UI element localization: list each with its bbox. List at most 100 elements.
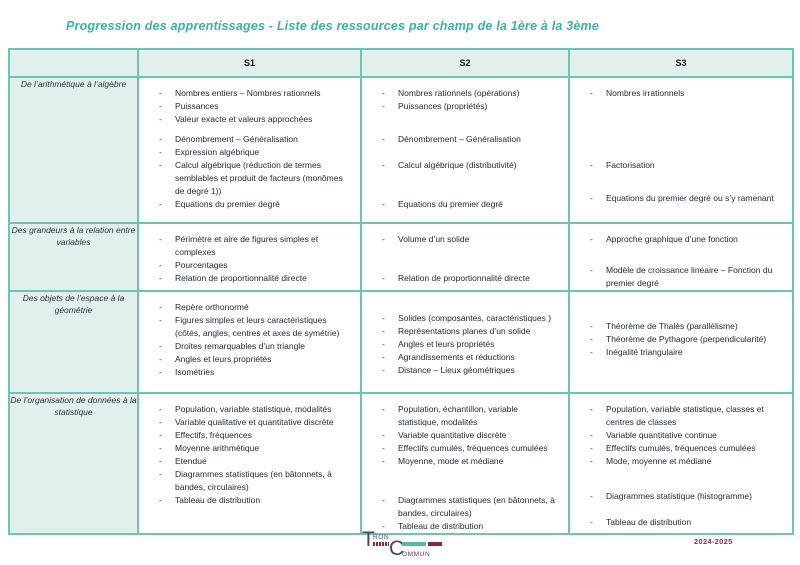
resource-list: - Population, variable statistique, class… [571,395,791,529]
list-item-text: Repère orthonormé [175,302,249,312]
list-item: - Tableau de distribution [590,516,785,529]
list-item: - Distance – Lieux géométriques [382,364,561,377]
list-item-text: Solides (composantes, caractéristiques ) [398,313,552,323]
bullet-dash: - [382,313,385,323]
list-item: - Dénombrement – Généralisation [159,133,353,146]
content-cell: - Approche graphique d’une fonction - Modèl… [568,222,794,292]
bullet-dash: - [159,341,162,351]
list-item: - Mode, moyenne et médiane [590,455,785,468]
list-item: - Angles et leurs propriétés [382,338,561,351]
list-item-text: Représentations planes d’un solide [398,326,531,336]
resources-table: S1 S2 S3 De l’arithmétique à l’algèbre - N… [8,48,794,535]
list-item: - Calcul algébrique (réduction de termes … [159,159,353,198]
list-item: - Représentations planes d’un solide [382,325,561,338]
row-label: De l’arithmétique à l’algèbre [8,76,139,224]
list-item-text: Approche graphique d’une fonction [606,234,738,244]
bullet-dash: - [159,302,162,312]
list-item: - Périmètre et aire de figures simples et… [159,233,353,259]
list-item: - Dénombrement – Généralisation [382,133,561,146]
list-item-text: Périmètre et aire de figures simples et … [175,234,319,257]
logo-teal-bar [402,542,426,546]
content-cell: - Nombres rationnels (opérations) - Puissan… [360,76,570,224]
bullet-dash: - [382,443,385,453]
logo-text-ommun: OMMUN [402,551,431,558]
row-label: Des objets de l’espace à la géométrie [8,290,139,394]
list-item-text: Equations du premier degré ou s’y ramena… [606,193,774,203]
bullet-dash: - [590,491,593,501]
list-item: - Effectifs cumulés, fréquences cumulées [382,442,561,455]
bullet-dash: - [159,354,162,364]
list-item-text: Etendue [175,456,207,466]
list-item: - Population, variable statistique, class… [590,403,785,429]
list-item: - Variable quantitative continue [590,429,785,442]
bullet-dash: - [382,326,385,336]
list-item-text: Nombres irrationnels [606,88,685,98]
list-item: - Relation de proportionnalité directe [159,272,353,285]
list-item: - Factorisation [590,159,785,172]
list-item: - Approche graphique d’une fonction [590,233,785,246]
list-item-text: Nombres entiers – Nombres rationnels [175,88,321,98]
list-item: - Nombres rationnels (opérations) [382,87,561,100]
list-item-text: Expression algébrique [175,147,260,157]
bullet-dash: - [159,260,162,270]
table-row: Des objets de l’espace à la géométrie - Re… [8,290,794,394]
list-item: - Variable quantitative discrète [382,429,561,442]
resource-list: - Nombres irrationnels - Factorisation - Equa… [571,79,791,205]
list-item-text: Théorème de Thalès (parallélisme) [606,321,738,331]
bullet-dash: - [159,234,162,244]
resource-list: - Approche graphique d’une fonction - Modèl… [571,225,791,289]
list-item-text: Moyenne arithmétique [175,443,260,453]
list-item: - Pourcentages [159,259,353,272]
bullet-dash: - [382,88,385,98]
list-item-text: Mode, moyenne et médiane [606,456,712,466]
content-cell: - Nombres irrationnels - Factorisation - Equa… [568,76,794,224]
list-item: - Valeur exacte et valeurs approchées [159,113,353,126]
resource-list: - Population, échantillon, variable stati… [363,395,567,532]
table-row: De l’organisation de données à la statis… [8,392,794,535]
bullet-dash: - [159,315,162,325]
content-cell: - Population, variable statistique, modal… [137,392,362,535]
list-item: - Equations du premier degré ou s’y ramen… [590,192,785,205]
list-item: - Tableau de distribution [159,494,353,507]
list-item: - Moyenne, mode et médiane [382,455,561,468]
list-item-text: Equations du premier degré [398,199,503,209]
bullet-dash: - [382,404,385,414]
list-item: - Nombres entiers – Nombres rationnels [159,87,353,100]
resource-list: - Repère orthonormé - Figures simples et le… [140,293,359,379]
table-row: Des grandeurs à la relation entre variab… [8,222,794,292]
content-cell: - Repère orthonormé - Figures simples et le… [137,290,362,394]
logo-letter-c: C [389,537,405,560]
corner-cell [8,48,139,78]
list-item-text: Relation de proportionnalité directe [175,273,307,283]
list-item: - Angles et leurs propriétés [159,353,353,366]
bullet-dash: - [382,134,385,144]
list-item-text: Valeur exacte et valeurs approchées [175,114,313,124]
list-item-text: Modèle de croissance linéaire – Fonction… [606,265,773,288]
bullet-dash: - [590,88,593,98]
list-item-text: Théorème de Pythagore (perpendicularité) [606,334,767,344]
list-item-text: Variable qualitative et quantitative dis… [175,417,334,427]
list-item: - Moyenne arithmétique [159,442,353,455]
bullet-dash: - [382,365,385,375]
content-cell: - Population, échantillon, variable stati… [360,392,570,535]
bullet-dash: - [159,134,162,144]
list-item: - Figures simples et leurs caractéristiqu… [159,314,353,340]
tronc-commun-logo: T RON C OMMUN [362,529,444,563]
resource-list: - Population, variable statistique, modal… [140,395,359,507]
bullet-dash: - [159,147,162,157]
list-item-text: Angles et leurs propriétés [175,354,272,364]
list-item-text: Effectifs cumulés, fréquences cumulées [606,443,756,453]
resource-list: - Solides (composantes, caractéristiques … [363,293,567,377]
table-row: De l’arithmétique à l’algèbre - Nombres en… [8,76,794,224]
bullet-dash: - [590,404,593,414]
list-item-text: Nombres rationnels (opérations) [398,88,520,98]
bullet-dash: - [382,199,385,209]
table-header-row: S1 S2 S3 [8,48,794,78]
list-item-text: Dénombrement – Généralisation [175,134,298,144]
list-item-text: Tableau de distribution [606,517,692,527]
list-item: - Modèle de croissance linéaire – Fonctio… [590,264,785,289]
bullet-dash: - [590,443,593,453]
bullet-dash: - [590,265,593,275]
list-item: - Droites remarquables d’un triangle [159,340,353,353]
